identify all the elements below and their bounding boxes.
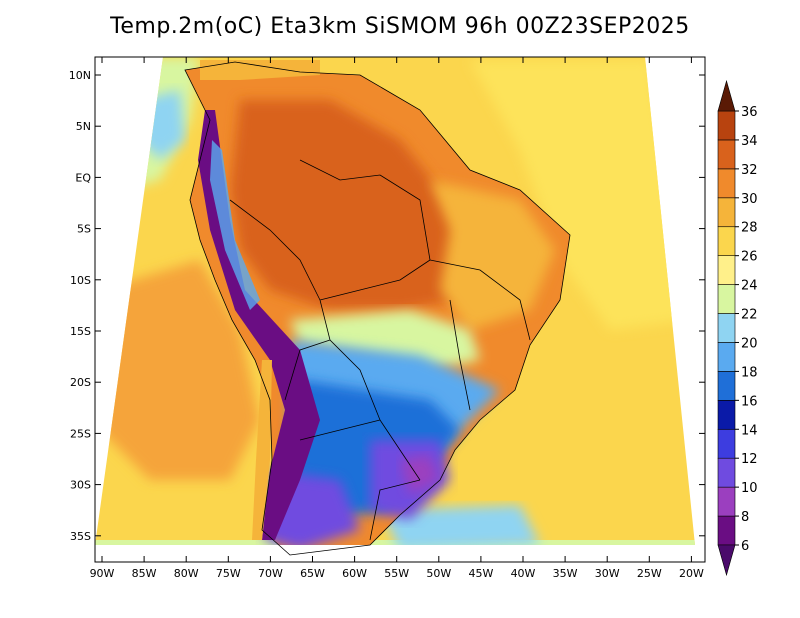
lon-label: 80W	[174, 567, 199, 580]
temperature-field	[95, 57, 695, 545]
map-border	[94, 56, 706, 563]
lon-label: 75W	[216, 567, 241, 580]
lat-label: 5N	[76, 120, 91, 133]
lon-label: 50W	[426, 567, 451, 580]
bolivia-border	[284, 339, 331, 401]
political-boundaries	[184, 61, 571, 556]
colorbar-label: 16	[741, 394, 758, 409]
lon-label: 55W	[384, 567, 409, 580]
pacific-warm-plume	[100, 260, 260, 480]
paraguay-border	[299, 419, 381, 441]
chile-coast	[252, 360, 272, 540]
colorbar-box	[717, 457, 736, 488]
colorbar-label: 14	[741, 423, 758, 438]
colorbar-box	[717, 284, 736, 314]
colorbar-box	[717, 400, 736, 430]
colorbar-label: 8	[741, 510, 749, 525]
colorbar-box	[717, 226, 736, 256]
ocean-warm-northeast	[470, 60, 690, 330]
colorbar-box	[717, 168, 736, 199]
colorbar-label: 30	[741, 192, 758, 207]
colorbar-label: 20	[741, 336, 758, 351]
colorbar: 6 8 10 12 14 16 18 20 22 24 26 28 30 32 34 36	[717, 79, 758, 577]
south-atlantic-cool	[380, 505, 540, 545]
colorbar-label: 18	[741, 365, 758, 380]
lon-label: 65W	[300, 567, 325, 580]
colorbar-label: 6	[741, 539, 749, 554]
brazil-border-west	[319, 299, 421, 481]
colorbar-box	[717, 371, 736, 401]
lon-label: 35W	[553, 567, 578, 580]
colorbar-under-triangle	[717, 544, 736, 577]
colorbar-box	[717, 110, 736, 141]
colorbar-label: 26	[741, 250, 758, 265]
latitude-axis: 10N 5N EQ 5S 10S 15S 20S 25S 30S 35S	[69, 69, 705, 543]
colorbar-label: 32	[741, 163, 758, 178]
colorbar-label: 36	[741, 105, 758, 120]
lon-label: 90W	[90, 567, 115, 580]
lon-label: 25W	[637, 567, 662, 580]
andes-flank-cool	[210, 140, 260, 310]
colorbar-box	[717, 428, 736, 459]
lat-label: EQ	[75, 171, 91, 184]
lon-label: 70W	[258, 567, 283, 580]
caribbean-warm	[200, 60, 320, 80]
central-cool-22	[290, 310, 480, 370]
lon-label: 40W	[511, 567, 536, 580]
lat-label: 15S	[70, 325, 91, 338]
colorbar-label: 12	[741, 452, 758, 467]
lat-label: 35S	[70, 530, 91, 543]
colorbar-box	[717, 342, 736, 372]
lat-label: 5S	[77, 223, 91, 236]
colorbar-label: 10	[741, 481, 758, 496]
colorbar-box	[717, 197, 736, 228]
lat-label: 25S	[70, 427, 91, 440]
lat-label: 30S	[70, 479, 91, 492]
lat-label: 10S	[70, 274, 91, 287]
colorbar-over-triangle	[717, 79, 736, 112]
longitude-axis: 90W 85W 80W 75W 70W 65W 60W 55W 50W 45W 40W 35W 30W 2…	[90, 57, 704, 580]
lon-label: 20W	[679, 567, 704, 580]
lon-label: 60W	[342, 567, 367, 580]
lat-label: 20S	[70, 376, 91, 389]
peru-border	[229, 199, 321, 301]
colorbar-label: 34	[741, 134, 758, 149]
map-title: Temp.2m(oC) Eta3km SiSMOM 96h 00Z23SEP20…	[110, 14, 690, 39]
colorbar-label: 28	[741, 221, 758, 236]
brazil-border-north	[299, 159, 431, 301]
lon-label: 30W	[595, 567, 620, 580]
colorbar-label: 22	[741, 308, 758, 323]
state-borders-se	[449, 299, 471, 411]
northeast-brazil-warm	[430, 180, 555, 330]
colorbar-box	[717, 486, 736, 517]
lon-label: 85W	[132, 567, 157, 580]
uruguay-border	[369, 479, 421, 541]
amazon-hot-core	[230, 100, 470, 310]
colorbar-box	[717, 313, 736, 343]
colorbar-box	[717, 139, 736, 170]
state-borders-ne	[429, 259, 531, 341]
colorbar-box	[717, 255, 736, 285]
lat-label: 10N	[69, 69, 91, 82]
colorbar-label: 24	[741, 279, 758, 294]
lon-label: 45W	[468, 567, 493, 580]
continent-coastline	[184, 61, 571, 556]
colorbar-box	[717, 515, 736, 546]
